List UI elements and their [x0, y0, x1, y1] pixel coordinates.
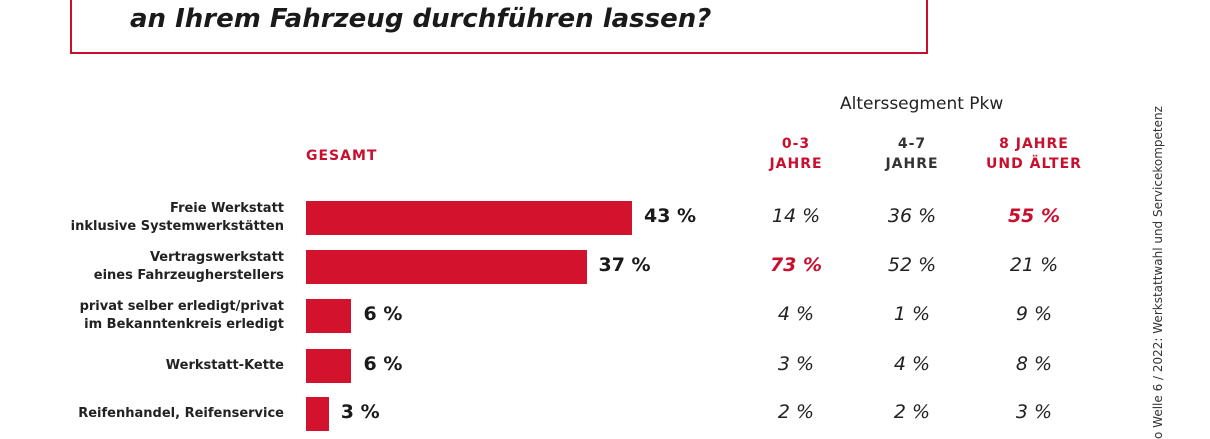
column-header-0: 0-3 JAHRE — [736, 134, 856, 174]
column-header-line1: 4-7 — [897, 136, 927, 152]
category-label-line: im Bekanntenkreis erledigt — [84, 317, 284, 332]
bar-value-label: 3 % — [340, 401, 380, 423]
column-header-2: 8 JAHRE UND ÄLTER — [974, 134, 1094, 174]
table-cell: 14 % — [771, 205, 821, 227]
category-label-line: Vertragswerkstatt — [149, 250, 284, 265]
category-label: Freie Werkstatt inklusive Systemwerkstätt… — [0, 200, 284, 236]
column-header-line1: 0-3 — [781, 136, 811, 152]
column-header-line2: UND ÄLTER — [986, 156, 1082, 172]
column-header-1: 4-7 JAHRE — [852, 134, 972, 174]
segment-header: Alterssegment Pkw — [840, 94, 1004, 114]
source-note: o Welle 6 / 2022: Werkstattwahl und Serv… — [1148, 0, 1168, 439]
category-label: Reifenhandel, Reifenservice — [0, 405, 284, 423]
table-cell: 52 % — [887, 254, 937, 276]
chart-title: an Ihrem Fahrzeug durchführen lassen? — [130, 4, 712, 34]
table-cell: 55 % — [1007, 205, 1061, 227]
bar — [306, 397, 329, 431]
gesamt-header: GESAMT — [306, 148, 378, 164]
bar — [306, 250, 587, 284]
table-cell: 2 % — [893, 401, 931, 423]
column-header-line2: JAHRE — [769, 156, 823, 172]
bar — [306, 201, 632, 235]
category-label-line: inklusive Systemwerkstätten — [70, 219, 284, 234]
bar — [306, 349, 352, 383]
bar-value-label: 37 % — [598, 254, 651, 276]
category-label: Vertragswerkstatt eines Fahrzeugherstelle… — [0, 249, 284, 285]
bar-value-label: 6 % — [363, 303, 403, 325]
table-cell: 4 % — [777, 303, 815, 325]
column-header-line2: JAHRE — [885, 156, 939, 172]
category-label-line: Freie Werkstatt — [170, 201, 284, 216]
category-label: Werkstatt-Kette — [0, 357, 284, 375]
category-label-line: Werkstatt-Kette — [165, 358, 284, 373]
table-cell: 4 % — [893, 353, 931, 375]
table-cell: 3 % — [777, 353, 815, 375]
table-cell: 9 % — [1015, 303, 1053, 325]
table-cell: 3 % — [1015, 401, 1053, 423]
category-label: privat selber erledigt/privat im Bekannte… — [0, 298, 284, 334]
bar-value-label: 6 % — [363, 353, 403, 375]
bar — [306, 299, 352, 333]
title-box — [70, 0, 928, 54]
column-header-line1: 8 JAHRE — [999, 136, 1069, 152]
table-cell: 1 % — [893, 303, 931, 325]
table-cell: 8 % — [1015, 353, 1053, 375]
category-label-line: Reifenhandel, Reifenservice — [78, 406, 284, 421]
source-note-text: o Welle 6 / 2022: Werkstattwahl und Serv… — [1151, 106, 1165, 439]
category-label-line: privat selber erledigt/privat — [79, 299, 284, 314]
table-cell: 73 % — [769, 254, 823, 276]
category-label-line: eines Fahrzeugherstellers — [93, 268, 284, 283]
bar-value-label: 43 % — [644, 205, 697, 227]
table-cell: 21 % — [1009, 254, 1059, 276]
table-cell: 2 % — [777, 401, 815, 423]
table-cell: 36 % — [887, 205, 937, 227]
